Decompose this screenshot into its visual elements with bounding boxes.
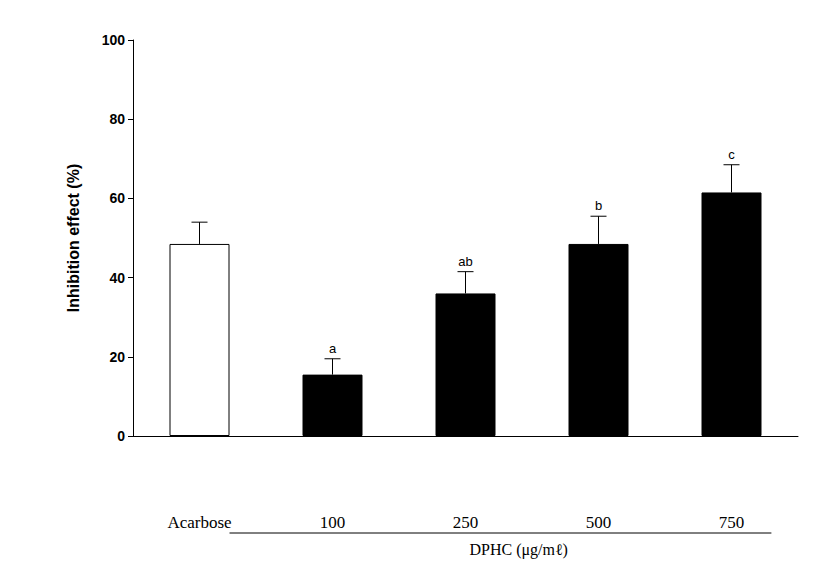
svg-text:20: 20 [109,349,125,365]
svg-text:ab: ab [458,254,472,269]
svg-text:40: 40 [109,270,125,286]
svg-text:Acarbose: Acarbose [167,513,231,532]
svg-text:100: 100 [320,513,346,532]
svg-text:a: a [329,341,337,356]
svg-text:750: 750 [719,513,745,532]
svg-text:250: 250 [453,513,479,532]
svg-text:500: 500 [586,513,612,532]
svg-text:Inhibition effect (%): Inhibition effect (%) [65,164,82,312]
svg-text:DPHC (μg/mℓ): DPHC (μg/mℓ) [469,541,567,559]
svg-text:b: b [595,198,602,213]
svg-text:80: 80 [109,111,125,127]
svg-text:100: 100 [102,32,126,48]
svg-text:60: 60 [109,190,125,206]
svg-text:c: c [728,147,735,162]
svg-text:0: 0 [117,428,125,444]
